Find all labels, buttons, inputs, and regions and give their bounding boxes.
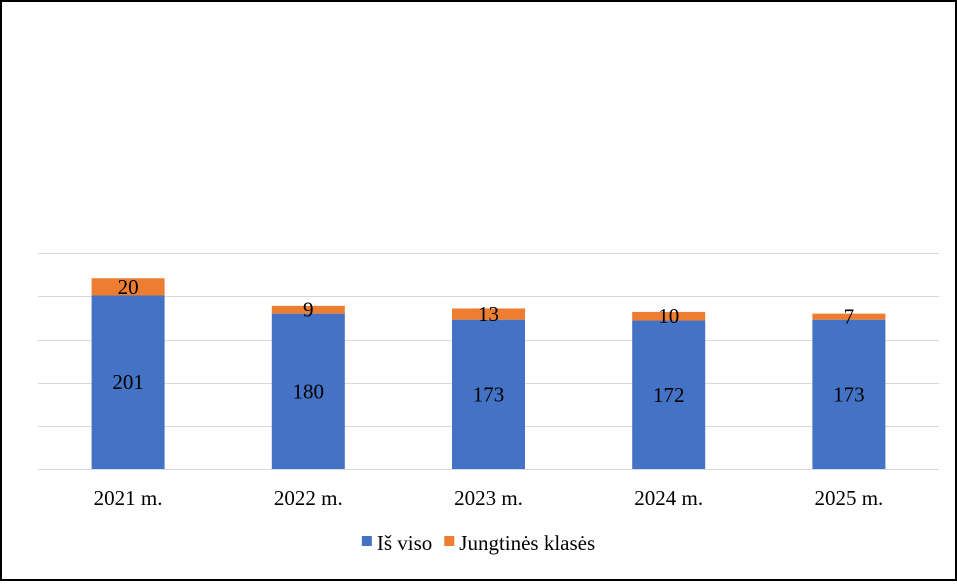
legend-swatch: [361, 536, 372, 546]
bar-combined-classes: [812, 313, 886, 320]
bar-combined-classes: [91, 278, 165, 296]
bar-total: [812, 319, 886, 469]
x-tick-label: 2023 m.: [454, 486, 523, 510]
legend: Iš viso Jungtinės klasės: [361, 531, 595, 555]
x-axis-tick-labels: 2021 m. 2022 m. 2023 m. 2024 m. 2025 m.: [94, 486, 884, 510]
bar-total: [91, 295, 165, 469]
bar-combined-classes: [632, 311, 706, 321]
legend-item: Iš viso: [361, 531, 432, 555]
data-label: 9: [303, 298, 314, 322]
legend-label: Iš viso: [377, 531, 432, 555]
bar-total: [271, 313, 345, 469]
legend-swatch: [444, 536, 455, 546]
data-label: 13: [478, 302, 499, 326]
data-label: 173: [833, 382, 865, 406]
data-label: 180: [293, 379, 325, 403]
bar-total: [632, 320, 706, 469]
data-label: 201: [112, 370, 144, 394]
x-tick-label: 2024 m.: [634, 486, 703, 510]
data-label: 20: [118, 275, 139, 299]
x-tick-label: 2021 m.: [94, 486, 163, 510]
bar-combined-classes: [452, 308, 525, 320]
data-label: 173: [473, 382, 505, 406]
legend-item: Jungtinės klasės: [444, 531, 595, 555]
data-label: 7: [844, 305, 855, 329]
bar-combined-classes: [271, 305, 345, 314]
x-tick-label: 2022 m.: [274, 486, 343, 510]
bar-total: [452, 319, 525, 469]
x-tick-label: 2025 m.: [814, 486, 883, 510]
legend-label: Jungtinės klasės: [459, 531, 595, 555]
data-labels: 201 20 180 9 173 13 172 10 173 7: [112, 275, 864, 407]
bars: [91, 278, 886, 469]
data-label: 10: [658, 304, 679, 328]
data-label: 172: [653, 383, 685, 407]
